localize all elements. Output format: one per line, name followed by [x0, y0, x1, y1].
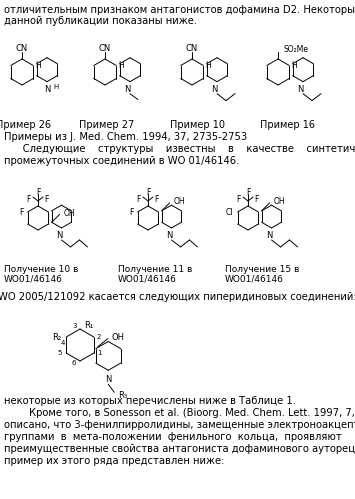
Text: Примеры из J. Med. Chem. 1994, 37, 2735-2753: Примеры из J. Med. Chem. 1994, 37, 2735-…	[4, 132, 247, 142]
Text: F: F	[237, 195, 241, 204]
Text: F: F	[146, 188, 150, 197]
Text: 4: 4	[61, 340, 65, 346]
Text: OH: OH	[174, 198, 185, 207]
Text: 6: 6	[71, 360, 76, 366]
Text: группами  в  мета-положении  фенильного  кольца,  проявляют: группами в мета-положении фенильного кол…	[4, 432, 342, 442]
Text: WO01/46146: WO01/46146	[118, 275, 177, 284]
Text: Следующие    структуры    известны    в    качестве    синтетических: Следующие структуры известны в качестве …	[4, 144, 355, 154]
Text: преимущественные свойства антагониста дофаминового ауторецептора. Один: преимущественные свойства антагониста до…	[4, 444, 355, 454]
Text: F: F	[137, 195, 141, 204]
Text: H: H	[53, 84, 58, 90]
Text: WO 2005/121092 касается следующих пиперидиновых соединений:: WO 2005/121092 касается следующих пипери…	[0, 292, 355, 302]
Text: OH: OH	[64, 209, 75, 218]
Text: F: F	[44, 195, 48, 204]
Text: CN: CN	[16, 43, 28, 52]
Text: F: F	[246, 188, 250, 197]
Text: Пример 10: Пример 10	[169, 120, 224, 130]
Text: Кроме того, в Sonesson et al. (Bioorg. Med. Chem. Lett. 1997, 7, 241-246): Кроме того, в Sonesson et al. (Bioorg. M…	[4, 408, 355, 418]
Text: R₃: R₃	[118, 391, 127, 400]
Text: некоторые из которых перечислены ниже в Таблице 1.: некоторые из которых перечислены ниже в …	[4, 396, 296, 406]
Text: N: N	[166, 232, 173, 241]
Text: OH: OH	[274, 198, 285, 207]
Text: F: F	[36, 188, 40, 197]
Text: 1: 1	[97, 350, 102, 356]
Text: OH: OH	[112, 333, 125, 342]
Text: N: N	[211, 85, 217, 94]
Text: WO01/46146: WO01/46146	[225, 275, 284, 284]
Text: N: N	[44, 85, 50, 94]
Text: Получение 11 в: Получение 11 в	[118, 265, 192, 274]
Text: Пример 16: Пример 16	[261, 120, 316, 130]
Text: промежуточных соединений в WO 01/46146.: промежуточных соединений в WO 01/46146.	[4, 156, 239, 166]
Text: N: N	[105, 375, 111, 384]
Text: H: H	[291, 61, 297, 70]
Text: 2: 2	[97, 334, 101, 340]
Text: H: H	[205, 61, 211, 70]
Text: Пример 26: Пример 26	[0, 120, 51, 130]
Text: F: F	[19, 208, 24, 217]
Text: H: H	[118, 61, 124, 70]
Text: N: N	[124, 85, 130, 94]
Text: CN: CN	[186, 43, 198, 52]
Text: F: F	[129, 208, 133, 217]
Text: N: N	[297, 85, 303, 94]
Text: R₂: R₂	[52, 332, 61, 341]
Text: описано, что 3-фенилпирролидины, замещенные электроноакцепторными: описано, что 3-фенилпирролидины, замещен…	[4, 420, 355, 430]
Text: F: F	[254, 195, 258, 204]
Text: F: F	[27, 195, 31, 204]
Text: WO01/46146: WO01/46146	[4, 275, 63, 284]
Text: N: N	[56, 232, 63, 241]
Text: H: H	[35, 61, 41, 70]
Text: данной публикации показаны ниже.: данной публикации показаны ниже.	[4, 16, 197, 26]
Text: 5: 5	[58, 350, 62, 356]
Text: CN: CN	[99, 43, 111, 52]
Text: отличительным признаком антагонистов дофамина D2. Некоторые примеры из: отличительным признаком антагонистов доф…	[4, 5, 355, 15]
Text: R₁: R₁	[84, 321, 93, 330]
Text: Получение 10 в: Получение 10 в	[4, 265, 78, 274]
Text: N: N	[266, 232, 273, 241]
Text: F: F	[154, 195, 158, 204]
Text: Cl: Cl	[226, 208, 234, 217]
Text: SO₂Me: SO₂Me	[284, 44, 309, 53]
Text: 3: 3	[72, 323, 77, 329]
Text: Пример 27: Пример 27	[80, 120, 135, 130]
Text: Получение 15 в: Получение 15 в	[225, 265, 299, 274]
Text: пример их этого ряда представлен ниже:: пример их этого ряда представлен ниже:	[4, 456, 224, 466]
